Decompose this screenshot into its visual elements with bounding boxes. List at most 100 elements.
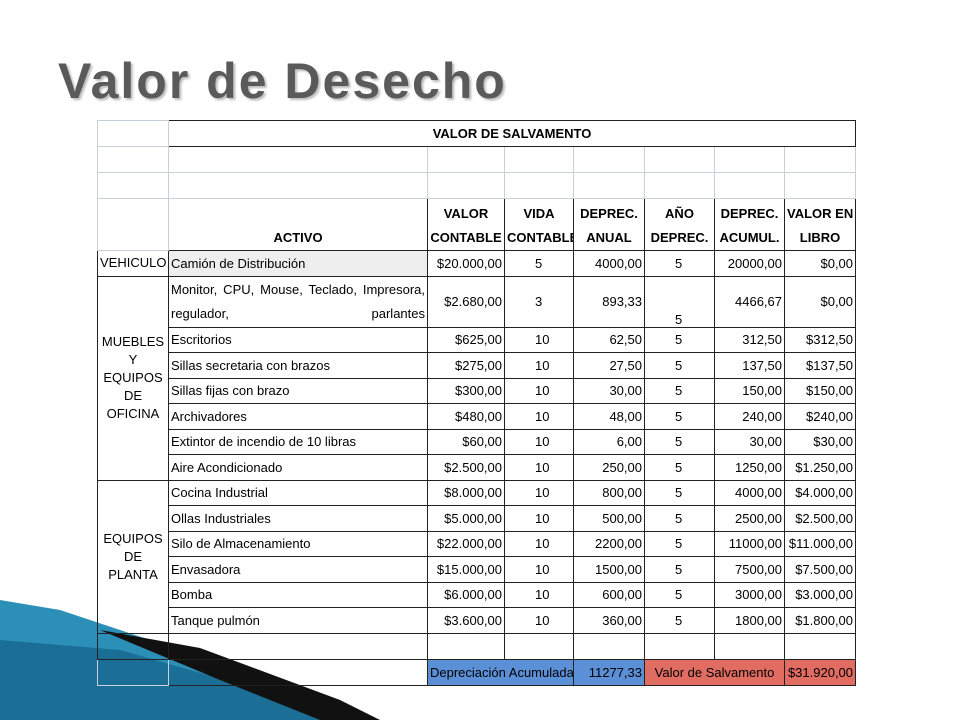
cell (714, 146, 785, 173)
value-cell: $275,00 (427, 352, 505, 379)
salvage-table: VALOR DE SALVAMENTO ACTIVO VALOR CONTABLE VI… (97, 120, 857, 686)
cell (97, 198, 169, 251)
asset-name: Monitor, CPU, Mouse, Teclado, Impresora,… (168, 275, 428, 328)
row: Bomba $6.000,00 10 600,00 5 3000,00 $3.000,00 (98, 581, 857, 608)
value-cell: $0,00 (783, 250, 857, 277)
asset-name: Tanque pulmón (168, 607, 428, 634)
row: MUEBLES Y EQUIPOS DE OFICINA Monitor, CPU, … (97, 275, 857, 481)
text-line: ANUAL (586, 230, 632, 245)
column-header: DEPREC. ACUMUL. (714, 198, 785, 251)
value-cell: $8.000,00 (427, 479, 505, 506)
asset-name: Aire Acondicionado (168, 454, 428, 481)
column-header: DEPREC. ANUAL (573, 198, 645, 251)
value-cell: 500,00 (573, 505, 645, 532)
value-cell: 5 (644, 377, 715, 404)
value-cell: 2200,00 (573, 530, 645, 557)
value-cell: $137,50 (783, 352, 857, 379)
value-cell: 5 (644, 352, 715, 379)
footer-label: Valor de Salvamento (644, 658, 785, 686)
footer-value: $31.920,00 (783, 658, 857, 686)
row: Depreciación Acumulada 11277,33 Valor de S… (97, 658, 857, 686)
cell (427, 632, 505, 660)
text-line: VALOR EN (787, 206, 854, 221)
column-header: VIDA CONTABLE (504, 198, 574, 251)
value-cell: $4.000,00 (783, 479, 857, 506)
group-label: VEHICULO (97, 250, 169, 277)
row (97, 146, 857, 173)
caption: VALOR DE SALVAMENTO (167, 120, 857, 147)
value-cell: 6,00 (573, 428, 645, 455)
asset-name: Sillas fijas con brazo (168, 377, 428, 404)
cell (714, 632, 785, 660)
column-header: ACTIVO (168, 198, 428, 251)
cell (504, 146, 574, 173)
value-cell: 5 (644, 505, 715, 532)
value-cell: $6.000,00 (427, 581, 505, 608)
value-cell: 10 (504, 479, 574, 506)
value-cell: 27,50 (573, 352, 645, 379)
group-label: EQUIPOS DE PLANTA (97, 479, 169, 634)
cell (427, 146, 505, 173)
text-line: VEHICULO (100, 255, 167, 271)
text-line: CONTABLE (430, 230, 502, 245)
value-cell: 30,00 (714, 428, 785, 455)
value-cell: $300,00 (427, 377, 505, 404)
row: Escritorios $625,00 10 62,50 5 312,50 $312,50 (98, 326, 857, 353)
text-line: EQUIPOS (103, 530, 163, 546)
cell (783, 146, 857, 173)
value-cell: 48,00 (573, 403, 645, 430)
value-cell: 5 (644, 275, 715, 328)
value-cell: 240,00 (714, 403, 785, 430)
value-cell: 10 (504, 607, 574, 634)
row: Sillas fijas con brazo $300,00 10 30,00 5 150… (98, 377, 857, 404)
row: Extintor de incendio de 10 libras $60,00 1… (98, 428, 857, 455)
value-cell: 20000,00 (714, 250, 785, 277)
value-cell: 5 (644, 607, 715, 634)
text-line: LIBRO (799, 230, 841, 245)
value-cell: 150,00 (714, 377, 785, 404)
value-cell: 5 (504, 250, 574, 277)
row (97, 172, 857, 199)
cell (714, 172, 785, 199)
value-cell: $22.000,00 (427, 530, 505, 557)
cell (504, 172, 574, 199)
asset-name: Silo de Almacenamiento (168, 530, 428, 557)
cell (168, 632, 428, 660)
asset-name: Ollas Industriales (168, 505, 428, 532)
value-cell: 10 (504, 581, 574, 608)
row: ACTIVO VALOR CONTABLE VIDA CONTABLE DEPREC. AN… (97, 198, 857, 251)
asset-name: Envasadora (168, 556, 428, 583)
cell (97, 658, 169, 686)
footer-label: Depreciación Acumulada (427, 658, 574, 686)
asset-name: Sillas secretaria con brazos (168, 352, 428, 379)
value-cell: $30,00 (783, 428, 857, 455)
value-cell: $3.600,00 (427, 607, 505, 634)
cell (644, 632, 715, 660)
cell (504, 632, 574, 660)
column-header: AÑO DEPREC. (644, 198, 715, 251)
value-cell: 5 (644, 428, 715, 455)
asset-name: Bomba (168, 581, 428, 608)
value-cell: $312,50 (783, 326, 857, 353)
value-cell: 250,00 (573, 454, 645, 481)
asset-name: Cocina Industrial (168, 479, 428, 506)
slide-title: Valor de Desecho (58, 53, 507, 109)
value-cell: 10 (504, 326, 574, 353)
text-line: ACUMUL. (719, 230, 780, 245)
value-cell: 5 (644, 581, 715, 608)
value-cell: $1.250,00 (783, 454, 857, 481)
cell (97, 120, 169, 147)
value-cell: 10 (504, 403, 574, 430)
text-line: DE OFICINA (106, 388, 160, 421)
cell (573, 146, 645, 173)
row: Ollas Industriales $5.000,00 10 500,00 5 2500… (98, 505, 857, 532)
value-cell: 360,00 (573, 607, 645, 634)
value-cell: 10 (504, 556, 574, 583)
asset-name: Extintor de incendio de 10 libras (168, 428, 428, 455)
group-label: MUEBLES Y EQUIPOS DE OFICINA (97, 275, 169, 481)
text-line: DEPREC. (720, 206, 779, 221)
value-cell: $5.000,00 (427, 505, 505, 532)
value-cell: $11.000,00 (783, 530, 857, 557)
value-cell: 11000,00 (714, 530, 785, 557)
